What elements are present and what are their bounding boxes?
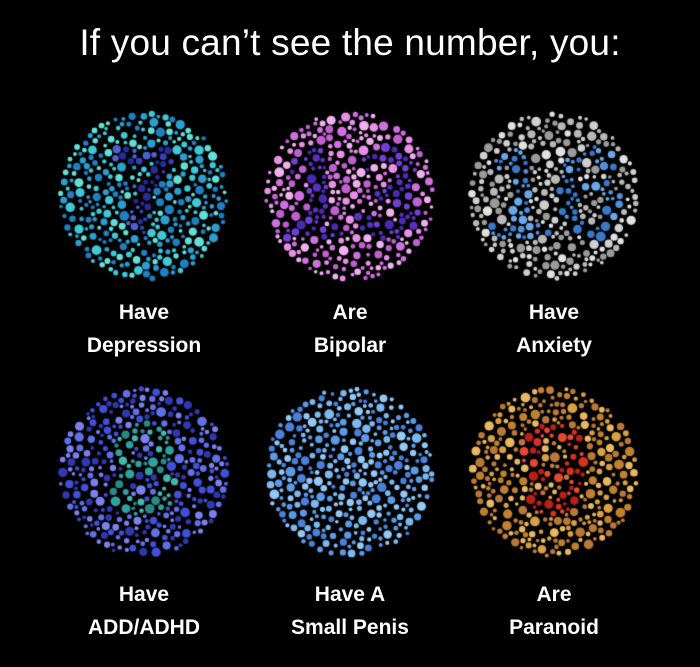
caption-line: Are [536, 583, 572, 606]
caption-line: Have [118, 583, 170, 606]
caption-line: Are [332, 301, 368, 324]
caption-paranoid: Are Paranoid [444, 578, 664, 644]
caption-depression: Have Depression [34, 296, 254, 362]
caption-line: Anxiety [516, 334, 592, 357]
color-blind-plate-9 [466, 384, 642, 560]
caption-line: Bipolar [313, 334, 387, 357]
color-blind-plate-13 [262, 108, 438, 284]
caption-line: Paranoid [509, 616, 599, 639]
caption-line: Have A [314, 583, 386, 606]
color-blind-plate-7 [56, 108, 232, 284]
color-blind-plate-8 [56, 384, 232, 560]
caption-line: Have [118, 301, 170, 324]
color-blind-plate-16 [466, 108, 642, 284]
caption-line: Small Penis [291, 616, 409, 639]
caption-bipolar: Are Bipolar [240, 296, 460, 362]
caption-line: ADD/ADHD [88, 616, 200, 639]
headline: If you can’t see the number, you: [79, 22, 621, 63]
caption-small-penis: Have A Small Penis [240, 578, 460, 644]
caption-add-adhd: Have ADD/ADHD [34, 578, 254, 644]
color-blind-plate-blank [262, 384, 438, 560]
caption-line: Have [528, 301, 580, 324]
caption-anxiety: Have Anxiety [444, 296, 664, 362]
caption-line: Depression [86, 334, 202, 357]
